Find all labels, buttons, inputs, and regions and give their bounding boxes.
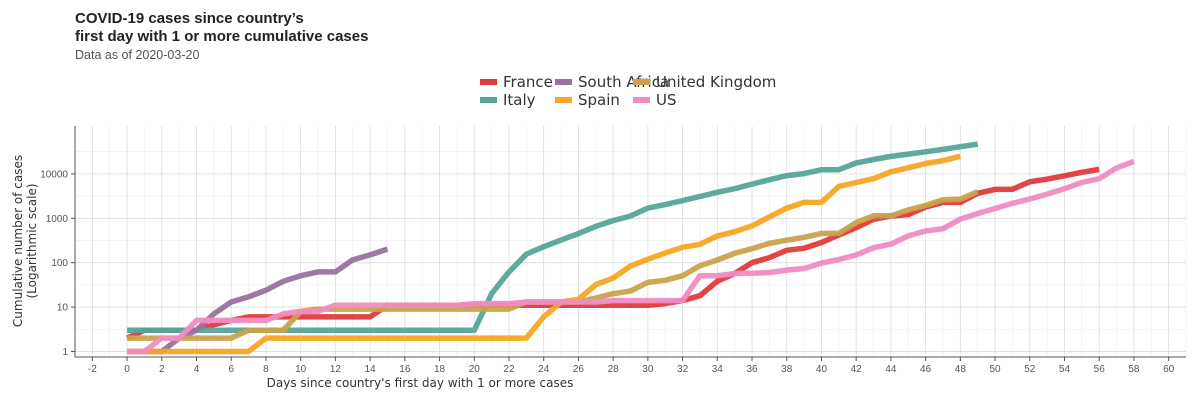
x-tick-label: 30 xyxy=(642,364,654,375)
x-tick-label: 0 xyxy=(124,364,130,375)
y-axis-label-line-2: (Logarithmic scale) xyxy=(25,183,39,298)
x-tick-label: 28 xyxy=(608,364,620,375)
chart-title-line-2: first day with 1 or more cumulative case… xyxy=(75,28,368,45)
x-tick-label: 8 xyxy=(263,364,269,375)
x-tick-label: -2 xyxy=(88,364,97,375)
series-line-spain xyxy=(127,153,961,355)
x-tick-label: 58 xyxy=(1128,364,1140,375)
chart-subtitle: Data as of 2020-03-20 xyxy=(75,48,199,62)
x-tick-label: 6 xyxy=(228,364,234,375)
series-line-us xyxy=(127,158,1135,355)
x-tick-label: 12 xyxy=(330,364,342,375)
x-tick-label: 40 xyxy=(816,364,828,375)
x-tick-label: 20 xyxy=(469,364,481,375)
y-tick-label: 1 xyxy=(62,347,68,358)
x-tick-label: 18 xyxy=(434,364,446,375)
series-lines xyxy=(125,141,1135,355)
legend-label-south-africa: South Africa xyxy=(578,73,669,91)
series-line-italy xyxy=(127,141,979,334)
x-tick-label: 46 xyxy=(920,364,932,375)
x-tick-label: 60 xyxy=(1163,364,1175,375)
plot-axes: -2 0 2 4 6 8 10 12 14 16 18 20 22 24 26 28 30 32 34 36 38 40 4… xyxy=(40,126,1186,375)
x-tick-label: 24 xyxy=(538,364,550,375)
chart-title-line-1: COVID-19 cases since country’s xyxy=(75,10,304,27)
x-tick-label: 16 xyxy=(399,364,411,375)
x-tick-label: 4 xyxy=(194,364,200,375)
x-tick-label: 2 xyxy=(159,364,165,375)
legend-label-united-kingdom: United Kingdom xyxy=(656,73,776,91)
x-tick-label: 48 xyxy=(955,364,967,375)
x-tick-label: 44 xyxy=(885,364,897,375)
x-tick-label: 56 xyxy=(1094,364,1106,375)
x-tick-label: 34 xyxy=(712,364,724,375)
x-tick-label: 22 xyxy=(503,364,515,375)
y-tick-label: 100 xyxy=(51,258,68,269)
series-line-south-africa xyxy=(127,246,389,355)
x-tick-label: 50 xyxy=(989,364,1001,375)
y-axis-label-line-1: Cumulative number of cases xyxy=(11,155,25,327)
legend-label-france: France xyxy=(503,73,553,91)
x-tick-label: 32 xyxy=(677,364,689,375)
x-tick-label: 26 xyxy=(573,364,585,375)
x-tick-label: 38 xyxy=(781,364,793,375)
x-tick-label: 42 xyxy=(851,364,863,375)
y-tick-label: 1000 xyxy=(46,214,69,225)
x-tick-label: 54 xyxy=(1059,364,1071,375)
x-axis-label: Days since country's first day with 1 or… xyxy=(267,376,574,390)
x-tick-label: 36 xyxy=(746,364,758,375)
x-tick-label: 14 xyxy=(365,364,377,375)
y-tick-label: 10000 xyxy=(40,169,68,180)
x-tick-label: 10 xyxy=(295,364,307,375)
legend-label-italy: Italy xyxy=(503,91,536,109)
legend-label-us: US xyxy=(656,91,677,109)
legend-label-spain: Spain xyxy=(578,91,620,109)
x-tick-label: 52 xyxy=(1024,364,1036,375)
y-tick-label: 10 xyxy=(57,303,69,314)
